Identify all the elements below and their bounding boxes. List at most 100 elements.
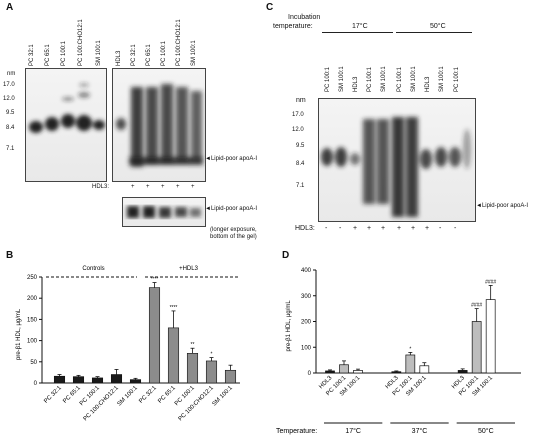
panel-a-lane-label: PC 100:1 <box>61 40 67 66</box>
arrow-left-icon: ◄ <box>205 156 211 162</box>
y-tick-label: 200 <box>27 296 38 302</box>
ladder-label: 8.4 <box>296 161 305 167</box>
panel-a-lane-label: PC 32:1 <box>131 44 137 66</box>
bar <box>353 370 363 374</box>
panel-a-gel-left <box>25 68 107 182</box>
ladder-label: 17.0 <box>292 112 304 118</box>
panel-c-temp-17: 17°C <box>352 23 368 30</box>
significance-label: #### <box>485 279 496 285</box>
gel-bands <box>127 206 201 218</box>
hdl-sign: + <box>411 225 416 232</box>
hdl-sign: + <box>161 184 165 190</box>
y-tick-label: 400 <box>301 268 312 274</box>
bar <box>53 375 66 384</box>
bar <box>405 354 416 374</box>
panel-c-lane-label: HDL3 <box>353 76 359 92</box>
bar <box>224 369 237 384</box>
arrow-left-icon: ◄ <box>205 206 211 212</box>
panel-a-lane-label: SM 100:1 <box>96 40 102 66</box>
gel-bands <box>321 117 471 217</box>
bar <box>471 321 482 374</box>
hdl-sign: + <box>367 225 372 232</box>
bar <box>186 353 199 384</box>
significance-label: * <box>409 346 411 352</box>
ladder-label: 17.0 <box>3 82 15 88</box>
panel-a-lane-label: PC 32:1 <box>29 44 35 66</box>
hdl-sign: - <box>454 225 457 232</box>
hdl-sign: - <box>439 225 442 232</box>
significance-label: ** <box>191 342 195 348</box>
divider <box>396 32 472 33</box>
bar <box>129 379 142 384</box>
panel-c-lane-label: SM 100:1 <box>411 66 417 92</box>
panel-b-letter: B <box>6 250 14 261</box>
significance-label: **** <box>151 277 159 283</box>
panel-c-lane-label: SM 100:1 <box>339 66 345 92</box>
x-tick-label: PC 32:1 <box>138 385 158 405</box>
temperature-label: 37°C <box>412 427 428 435</box>
panel-a-lane-label: PC 65:1 <box>45 44 51 66</box>
arrow-left-icon: ◄ <box>476 203 482 209</box>
panel-c-letter: C <box>266 2 274 13</box>
panel-c-lane-label: HDL3 <box>425 76 431 92</box>
ladder-label: 8.4 <box>6 125 15 131</box>
panel-a-arrow: ◄Lipid-poor apoA-I <box>205 156 257 163</box>
ladder-label: 9.5 <box>6 110 15 116</box>
bar <box>391 371 402 374</box>
x-tick-label: SM 100:1 <box>212 385 235 408</box>
panel-a-inset-note: (longer exposure, bottom of the gel) <box>210 227 257 240</box>
panel-c-incubation-label: Incubation <box>288 14 321 21</box>
temperature-row-label: Temperature: <box>276 428 317 435</box>
panel-c-lane-label: PC 100:1 <box>397 66 403 92</box>
panel-d-letter: D <box>282 250 290 261</box>
panel-a-lane-label: PC 100:1 <box>161 40 167 66</box>
bar <box>205 360 218 384</box>
panel-c-lane-label: PC 100:1 <box>454 66 460 92</box>
divider <box>322 32 393 33</box>
gel-bands <box>29 83 105 133</box>
panel-c-lane-label: SM 100:1 <box>439 66 445 92</box>
y-tick-label: 0 <box>308 371 312 377</box>
panel-c-temperature-label: temperature: <box>273 23 313 30</box>
group-label: +HDL3 <box>179 266 199 272</box>
panel-a-inset-arrow: ◄Lipid-poor apoA-I <box>205 206 257 213</box>
hdl-sign: + <box>191 184 195 190</box>
y-tick-label: 100 <box>301 345 312 351</box>
hdl-sign: + <box>425 225 430 232</box>
significance-label: * <box>211 352 213 358</box>
bar <box>72 376 85 384</box>
hdl-sign: + <box>146 184 150 190</box>
hdl-sign: + <box>176 184 180 190</box>
panel-c-arrow: ◄Lipid-poor apoA-I <box>476 203 528 210</box>
panel-c-lane-label: PC 100:1 <box>367 66 373 92</box>
x-tick-label: PC 32:1 <box>43 385 63 405</box>
ladder-label: 9.5 <box>296 143 305 149</box>
bar <box>457 370 468 374</box>
hdl-sign: - <box>339 225 342 232</box>
temperature-label: 17°C <box>345 427 361 435</box>
panel-c-gel <box>318 98 476 222</box>
panel-c-lane-label: SM 100:1 <box>381 66 387 92</box>
panel-a-lane-label: PC 100:CHO12:1 <box>78 19 84 66</box>
panel-a-lane-label: PC 100:CHO12:1 <box>176 19 182 66</box>
bar <box>110 374 123 384</box>
x-tick-label: PC 100:CHO12:1 <box>178 385 216 423</box>
y-axis-label: pre-β1 HDL, μg/mL <box>286 300 292 352</box>
y-tick-label: 150 <box>27 317 38 323</box>
inset-arrow-label: Lipid-poor apoA-I <box>210 206 257 212</box>
ladder-label: 7.1 <box>296 183 305 189</box>
x-tick-label: PC 100:CHO12:1 <box>83 385 121 423</box>
panel-a-hdl-row-label: HDL3: <box>92 184 110 190</box>
y-tick-label: 300 <box>301 294 312 300</box>
hdl-sign: - <box>325 225 328 232</box>
temperature-label: 50°C <box>478 427 494 435</box>
panel-b-chart: 0 50 100 150 200 250 pre-β1 HDL, μg/mL Controls… <box>16 266 240 423</box>
panel-a-inset-gel <box>122 197 206 227</box>
panel-a-lane-label: PC 65:1 <box>146 44 152 66</box>
ladder-label: 12.0 <box>292 127 304 133</box>
significance-label: **** <box>170 305 178 311</box>
panel-c-nm-label: nm <box>296 97 306 104</box>
panel-a-nm-label: nm <box>7 71 16 77</box>
bar <box>339 364 349 374</box>
